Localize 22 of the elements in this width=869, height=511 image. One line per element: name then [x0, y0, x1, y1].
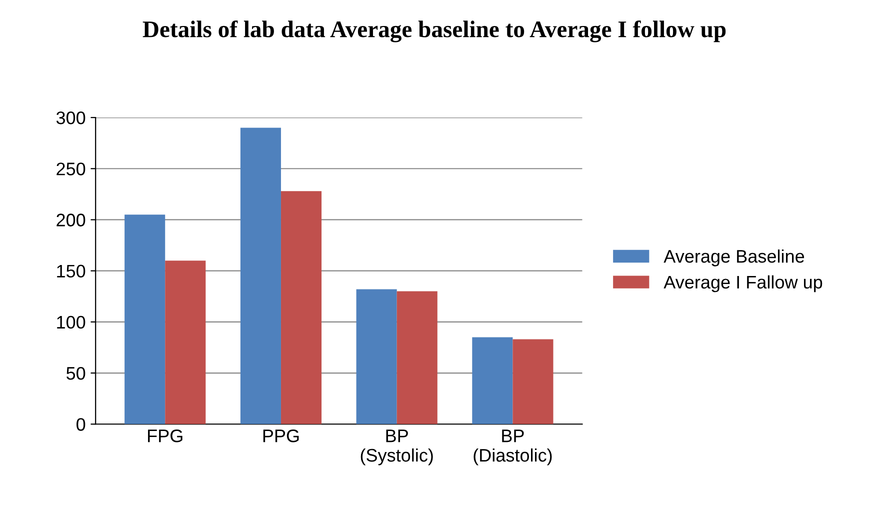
legend-label: Average I Fallow up — [664, 275, 822, 292]
y-tick-label: 0 — [76, 418, 86, 431]
bar — [356, 289, 397, 424]
legend-label: Average Baseline — [664, 249, 804, 266]
bar — [512, 339, 554, 424]
bar — [165, 260, 206, 424]
bar — [280, 191, 322, 424]
x-tick-label: PPG — [263, 429, 299, 442]
chart-title: Details of lab data Average baseline to Average I follow up — [142, 20, 726, 42]
bar — [472, 337, 513, 424]
y-tick-label: 250 — [56, 162, 86, 176]
bar — [396, 291, 438, 424]
y-tick-label: 200 — [56, 214, 86, 226]
bar — [124, 214, 166, 424]
y-tick-label: 50 — [66, 366, 86, 380]
bar — [240, 128, 281, 424]
y-tick-label: 300 — [56, 111, 86, 124]
x-tick-label: FPG — [148, 429, 182, 442]
y-tick-label: 100 — [57, 316, 86, 329]
x-tick-label: BP (Diastolic) — [474, 430, 552, 466]
x-tick-label: BP (Systolic) — [360, 430, 433, 466]
y-tick-label: 150 — [57, 264, 86, 278]
